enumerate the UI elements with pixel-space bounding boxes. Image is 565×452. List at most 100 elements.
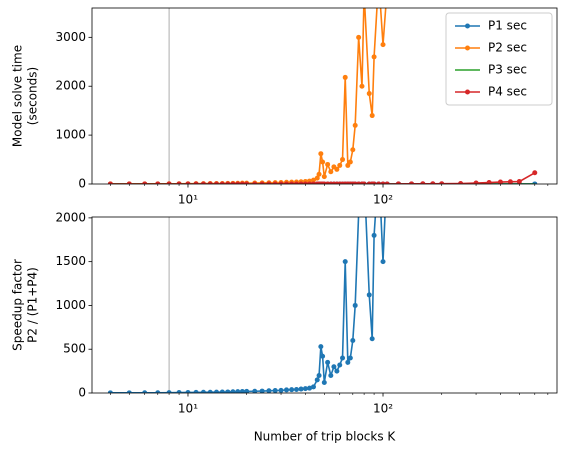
legend-box [445, 12, 553, 106]
plot-area [107, 172, 386, 393]
data-point [193, 181, 199, 184]
data-point [244, 388, 250, 393]
data-point [219, 181, 225, 184]
data-point [272, 388, 278, 393]
y-tick-label: 500 [63, 342, 86, 356]
data-point [230, 389, 236, 393]
data-point [126, 390, 132, 393]
data-point [369, 336, 375, 342]
data-point [321, 174, 327, 180]
data-point [507, 179, 513, 184]
data-point [200, 389, 206, 393]
data-point [266, 388, 272, 393]
x-axis-label: Number of trip blocks K [254, 430, 397, 444]
data-point [293, 386, 299, 392]
y-tick-label: 1500 [55, 254, 86, 268]
data-point [278, 387, 284, 393]
data-point [352, 122, 358, 128]
y-axis-label: Speedup factor [11, 259, 25, 351]
data-point [155, 181, 161, 184]
data-point [185, 181, 191, 184]
data-point [310, 177, 316, 183]
data-point [395, 181, 401, 184]
data-point [359, 211, 364, 216]
series-line [110, 8, 387, 184]
y-tick-label: 2000 [55, 210, 86, 224]
data-point [166, 390, 172, 393]
data-point [259, 388, 265, 393]
data-point [298, 386, 304, 392]
data-point [318, 344, 324, 350]
data-point [207, 181, 213, 184]
y-axis-label: (seconds) [26, 67, 40, 125]
data-point [352, 302, 358, 308]
data-point [516, 179, 522, 184]
data-point [320, 353, 326, 359]
data-point [230, 181, 236, 184]
data-point [252, 388, 258, 393]
legend-label: P4 sec [488, 85, 527, 99]
data-point [361, 181, 367, 184]
data-point [284, 181, 290, 184]
data-point [176, 181, 182, 184]
y-tick-label: 2000 [55, 79, 86, 93]
y-tick-label: 1000 [55, 298, 86, 312]
data-point [107, 390, 113, 393]
data-point [345, 162, 351, 168]
data-point [328, 372, 334, 378]
y-tick-label: 3000 [55, 30, 86, 44]
data-point [345, 359, 351, 365]
x-tick-label: 10¹ [178, 402, 198, 416]
data-point [334, 368, 340, 374]
data-point [219, 389, 225, 393]
data-point [126, 181, 132, 184]
data-point [142, 181, 148, 184]
data-point [359, 83, 365, 89]
data-point [298, 181, 304, 184]
data-point [213, 181, 219, 184]
data-point [155, 390, 161, 393]
data-point [362, 172, 367, 177]
data-point [486, 180, 492, 184]
data-point [380, 181, 386, 184]
data-point [293, 181, 299, 184]
data-point [371, 232, 377, 238]
data-point [272, 181, 278, 184]
data-point [176, 390, 182, 393]
data-point [193, 389, 199, 393]
data-point [380, 259, 386, 265]
data-point [207, 389, 213, 393]
data-point [266, 181, 272, 184]
data-point [239, 181, 245, 184]
data-point [318, 151, 324, 157]
series-line [110, 217, 386, 393]
data-point [340, 355, 346, 361]
data-point [316, 171, 322, 177]
data-point [142, 390, 148, 393]
legend-label: P3 sec [488, 63, 527, 77]
data-point [439, 181, 445, 184]
data-point [325, 359, 331, 365]
data-point [356, 211, 361, 216]
data-point [307, 181, 313, 184]
data-point [342, 259, 348, 265]
data-point [347, 159, 353, 165]
legend-label: P1 sec [488, 19, 527, 33]
data-point [225, 389, 231, 393]
data-point [366, 292, 372, 298]
data-point [310, 384, 316, 390]
y-tick-label: 1000 [55, 128, 86, 142]
data-point [458, 181, 464, 184]
legend-marker [465, 89, 470, 95]
data-point [497, 179, 503, 184]
data-point [200, 181, 206, 184]
data-point [239, 389, 245, 393]
data-point [284, 387, 290, 393]
data-point [366, 91, 372, 97]
y-axis-label: P2 / (P1+P4) [26, 267, 40, 343]
data-point [337, 362, 343, 368]
data-point [259, 181, 265, 184]
data-point [307, 385, 313, 391]
data-point [380, 42, 386, 48]
data-point [347, 355, 353, 361]
